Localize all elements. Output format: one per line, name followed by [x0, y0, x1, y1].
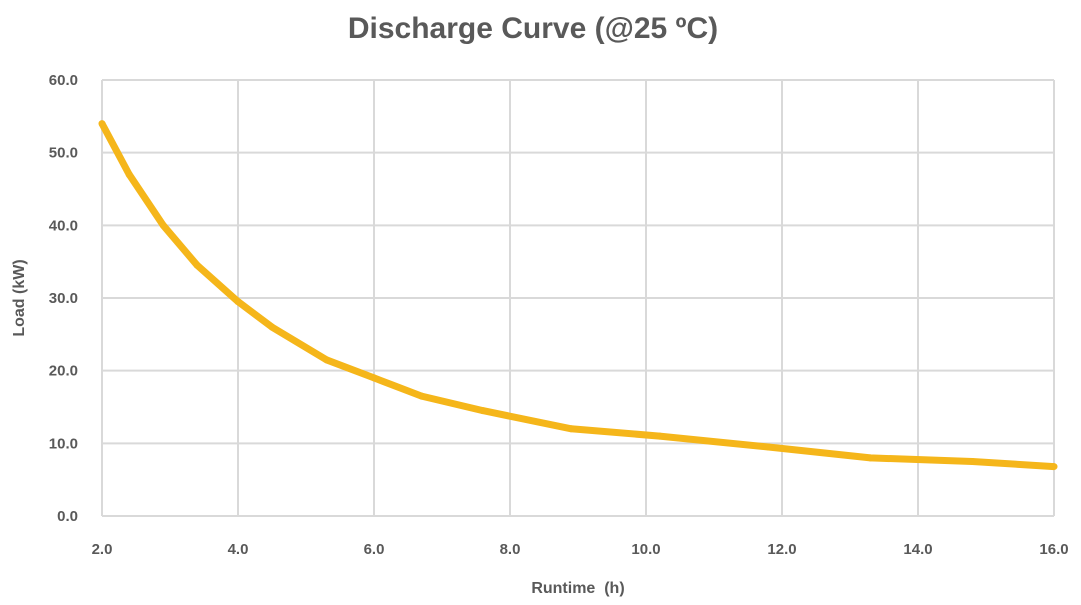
- y-tick-label: 0.0: [57, 508, 78, 525]
- grid: [101, 79, 1055, 517]
- data-point: [125, 170, 133, 178]
- data-point: [159, 221, 167, 229]
- data-point: [1050, 463, 1058, 471]
- x-tick-label: 12.0: [767, 541, 796, 558]
- y-tick-label: 20.0: [49, 363, 78, 380]
- x-tick-label: 10.0: [631, 541, 660, 558]
- y-tick-label: 50.0: [49, 145, 78, 162]
- data-point: [866, 454, 874, 462]
- x-tick-label: 14.0: [903, 541, 932, 558]
- x-axis-title: Runtime (h): [531, 580, 624, 597]
- data-point: [479, 407, 487, 415]
- data-point: [268, 323, 276, 331]
- x-tick-label: 16.0: [1039, 541, 1068, 558]
- y-tick-label: 60.0: [49, 72, 78, 89]
- data-point: [322, 356, 330, 364]
- x-tick-label: 2.0: [92, 541, 113, 558]
- y-tick-label: 40.0: [49, 217, 78, 234]
- y-tick-label: 30.0: [49, 290, 78, 307]
- x-tick-label: 8.0: [500, 541, 521, 558]
- data-point: [656, 432, 664, 440]
- data-point: [370, 374, 378, 382]
- x-axis-ticks: 2.0 4.0 6.0 8.0 10.0 12.0 14.0 16.0: [92, 541, 1069, 558]
- y-tick-label: 10.0: [49, 435, 78, 452]
- data-point: [234, 298, 242, 306]
- chart-title: Discharge Curve (@25 ºC): [348, 12, 718, 45]
- data-point: [968, 458, 976, 465]
- x-tick-label: 6.0: [364, 541, 385, 558]
- x-tick-label: 4.0: [228, 541, 249, 558]
- data-point: [193, 261, 201, 269]
- data-point: [764, 443, 772, 451]
- data-point: [98, 120, 106, 128]
- data-point: [567, 425, 575, 433]
- y-axis-title: Load (kW): [11, 259, 28, 336]
- discharge-series-line: [98, 121, 1055, 471]
- data-point: [418, 392, 426, 400]
- y-axis-ticks: 0.0 10.0 20.0 30.0 40.0 50.0 60.0: [49, 72, 78, 525]
- series-group: [98, 120, 1058, 471]
